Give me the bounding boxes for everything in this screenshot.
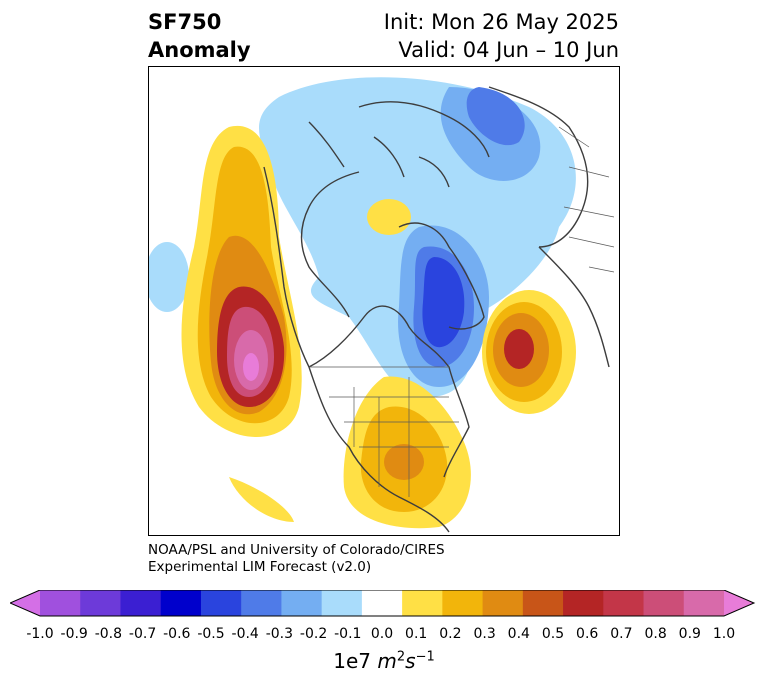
colorbar-cell — [80, 590, 121, 616]
colorbar-tick-label: 0.1 — [405, 626, 428, 642]
colorbar-tick-label: 0.6 — [576, 626, 599, 642]
colorbar-cell — [442, 590, 484, 616]
colorbar-cell — [160, 590, 202, 616]
colorbar-cell — [321, 590, 363, 616]
colorbar-cell — [724, 590, 754, 616]
colorbar-cell — [402, 590, 443, 616]
title-line-1: SF750 — [148, 10, 222, 34]
colorbar-cell — [563, 590, 604, 616]
colorbar-cell — [200, 590, 242, 616]
credit-line-1: NOAA/PSL and University of Colorado/CIRE… — [148, 542, 445, 558]
colorbar-cell — [522, 590, 564, 616]
negative-anomaly-core — [422, 257, 465, 348]
anomaly-map — [149, 77, 615, 533]
colorbar — [10, 590, 756, 617]
colorbar-cell — [120, 590, 162, 616]
positive-anomaly-southwest — [229, 477, 294, 522]
colorbar-outline — [10, 590, 756, 617]
colorbar-cell — [482, 590, 524, 616]
units-s-exponent: −1 — [415, 649, 435, 665]
colorbar-tick-label: -0.1 — [334, 626, 362, 642]
colorbar-units: 1e7 m2s−1 — [0, 649, 768, 673]
colorbar-tick-label: 0.8 — [644, 626, 667, 642]
map-panel — [148, 66, 620, 536]
credit-text: NOAA/PSL and University of Colorado/CIRE… — [148, 542, 445, 576]
colorbar-tick-label: 0.7 — [610, 626, 633, 642]
colorbar-cell — [10, 590, 40, 616]
colorbar-tick-label: 0.5 — [541, 626, 565, 642]
credit-line-2: Experimental LIM Forecast (v2.0) — [148, 559, 372, 575]
map-title: SF750 Anomaly — [148, 8, 251, 64]
colorbar-tick-label: -0.7 — [128, 626, 157, 642]
units-m-exponent: 2 — [396, 649, 406, 665]
colorbar-tick-label: -1.0 — [26, 626, 54, 642]
colorbar-tick-label: -0.4 — [231, 626, 259, 642]
colorbar-tick-label: 0.9 — [678, 626, 701, 642]
colorbar-cell — [603, 590, 645, 616]
forecast-dates: Init: Mon 26 May 2025 Valid: 04 Jun – 10… — [384, 8, 619, 64]
colorbar-tick-label: -0.3 — [265, 626, 294, 642]
colorbar-cell — [241, 590, 282, 616]
colorbar-tick-label: -0.5 — [197, 626, 225, 642]
units-s: s — [405, 649, 416, 673]
borders — [309, 126, 615, 497]
init-date: Init: Mon 26 May 2025 — [383, 10, 619, 34]
negative-anomaly-west — [149, 242, 189, 312]
positive-anomaly-arctic — [367, 199, 411, 235]
positive-anomaly-pacific-peak — [243, 353, 259, 381]
colorbar-cell — [643, 590, 685, 616]
colorbar-tick-label: 0.0 — [370, 626, 394, 642]
colorbar-tick-label: 0.3 — [473, 626, 496, 642]
colorbar-cell — [281, 590, 323, 616]
colorbar-cell — [361, 590, 403, 616]
colorbar-tick-label: 1.0 — [712, 626, 736, 642]
colorbar-cell — [40, 590, 81, 616]
coastlines — [263, 86, 610, 533]
colorbar-tick-label: -0.2 — [299, 626, 328, 642]
colorbar-tick-label: -0.8 — [94, 626, 123, 642]
valid-range: Valid: 04 Jun – 10 Jun — [398, 38, 619, 62]
title-line-2: Anomaly — [148, 38, 251, 62]
colorbar-tick-label: 0.4 — [507, 626, 530, 642]
positive-anomaly-atlantic-red — [504, 329, 534, 369]
colorbar-tick-label: -0.9 — [60, 626, 88, 642]
positive-anomaly-us-orange — [384, 444, 424, 480]
colorbar-tick-label: -0.6 — [163, 626, 191, 642]
colorbar-tick-label: 0.2 — [439, 626, 462, 642]
colorbar-cell — [683, 590, 725, 616]
units-m: m — [377, 649, 397, 673]
units-prefix: 1e7 — [333, 649, 378, 673]
